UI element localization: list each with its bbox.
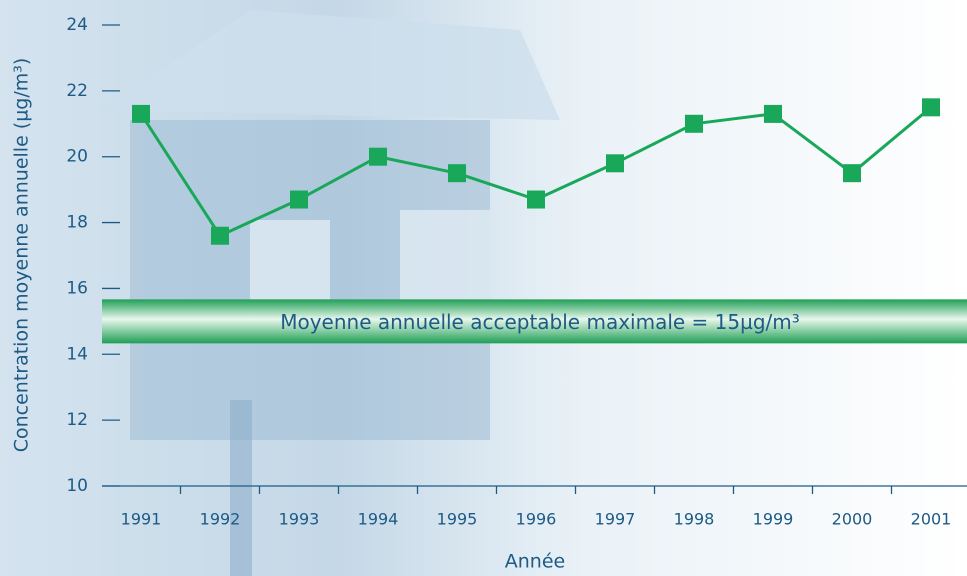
x-tick-label: 2001: [911, 510, 952, 529]
x-tick-label: 1998: [674, 510, 715, 529]
data-point: [922, 98, 940, 116]
data-point: [369, 148, 387, 166]
y-tick-label: 18: [66, 213, 88, 233]
data-point: [290, 191, 308, 209]
y-axis-label: Concentration moyenne annuelle (µg/m³): [11, 58, 33, 453]
x-tick-label: 1991: [121, 510, 162, 529]
data-point: [606, 154, 624, 172]
x-tick-label: 2000: [832, 510, 873, 529]
data-point: [527, 191, 545, 209]
x-tick-label: 1994: [358, 510, 399, 529]
chart: Concentration moyenne annuelle (µg/m³) A…: [0, 0, 967, 576]
x-tick-label: 1999: [753, 510, 794, 529]
y-tick-label: 12: [66, 410, 88, 430]
data-point: [211, 227, 229, 245]
x-tick-label: 1995: [437, 510, 478, 529]
x-tick-label: 1997: [595, 510, 636, 529]
data-point: [448, 164, 466, 182]
data-point: [132, 105, 150, 123]
x-tick-label: 1992: [200, 510, 241, 529]
y-tick-label: 22: [66, 81, 88, 101]
data-point: [685, 115, 703, 133]
y-tick-label: 20: [66, 147, 88, 167]
data-point: [843, 164, 861, 182]
background-photo: [0, 0, 967, 576]
y-tick-label: 10: [66, 476, 88, 496]
y-tick-label: 24: [66, 15, 88, 35]
y-tick-label: 16: [66, 278, 88, 298]
data-point: [764, 105, 782, 123]
x-axis-label: Année: [505, 551, 565, 573]
x-tick-label: 1993: [279, 510, 320, 529]
x-tick-label: 1996: [516, 510, 557, 529]
threshold-label: Moyenne annuelle acceptable maximale = 1…: [280, 310, 800, 334]
y-tick-label: 14: [66, 344, 88, 364]
